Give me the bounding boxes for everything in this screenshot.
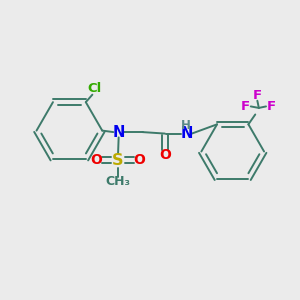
Text: N: N — [112, 124, 125, 140]
Text: H: H — [181, 119, 191, 132]
Text: F: F — [241, 100, 250, 113]
Text: F: F — [253, 89, 262, 102]
Text: S: S — [112, 153, 124, 168]
Text: O: O — [159, 148, 171, 162]
Text: N: N — [180, 126, 193, 141]
Text: Cl: Cl — [88, 82, 102, 95]
Text: CH₃: CH₃ — [106, 176, 130, 188]
Text: O: O — [91, 154, 103, 167]
Text: O: O — [134, 154, 146, 167]
Text: F: F — [267, 100, 276, 113]
